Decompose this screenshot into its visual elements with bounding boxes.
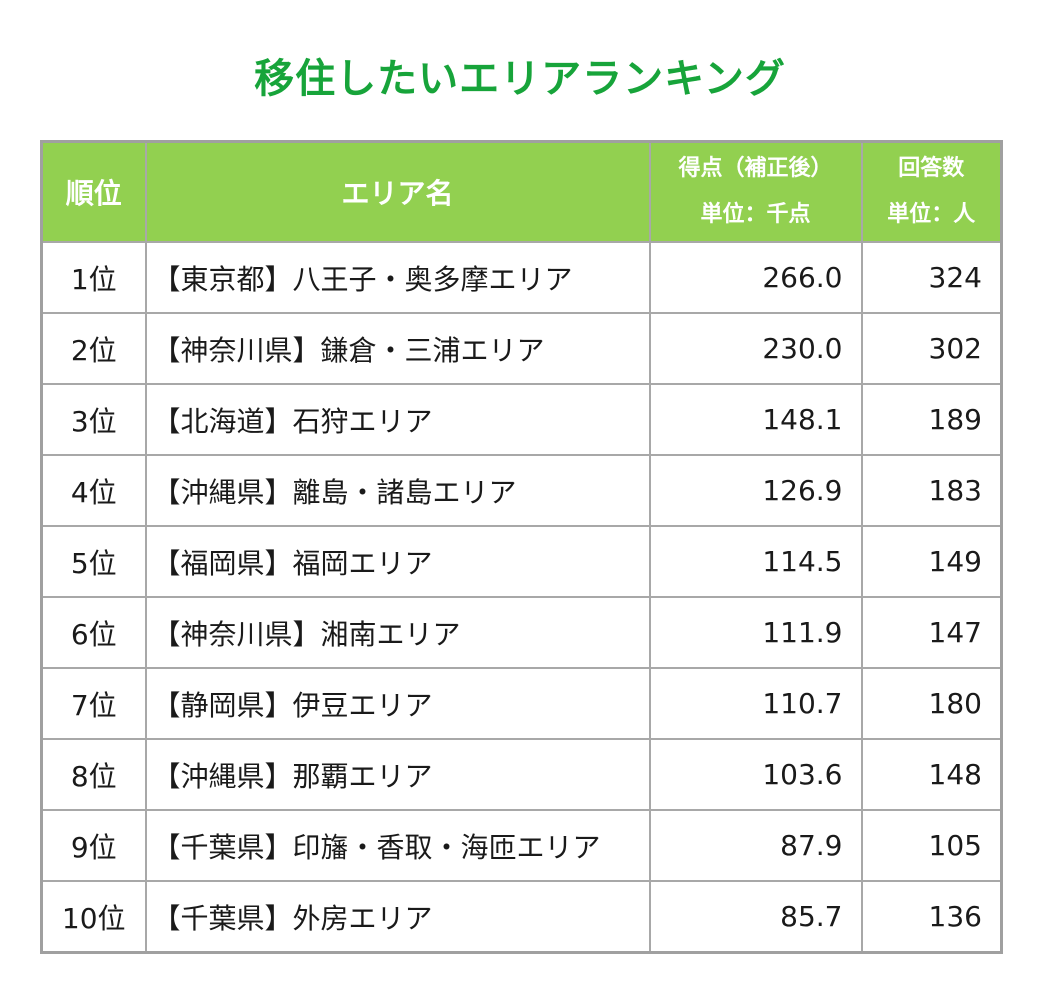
rank-cell: 6位 [40, 596, 147, 669]
area-cell: 【神奈川県】湘南エリア [144, 596, 651, 669]
score-cell: 103.6 [648, 738, 863, 811]
table-row: 8位 【沖縄県】那覇エリア 103.6 148 [40, 738, 1003, 811]
score-cell: 266.0 [648, 241, 863, 314]
rank-cell: 2位 [40, 312, 147, 385]
answers-cell: 180 [860, 667, 1003, 740]
score-cell: 148.1 [648, 383, 863, 456]
rank-cell: 3位 [40, 383, 147, 456]
answers-cell: 105 [860, 809, 1003, 882]
header-rank: 順位 [40, 140, 147, 243]
score-cell: 230.0 [648, 312, 863, 385]
answers-cell: 148 [860, 738, 1003, 811]
rank-cell: 1位 [40, 241, 147, 314]
score-cell: 114.5 [648, 525, 863, 598]
ranking-table: 順位 エリア名 得点（補正後） 単位：千点 回答数 単位：人 1位 【東京都】八… [40, 140, 1003, 954]
answers-cell: 147 [860, 596, 1003, 669]
table-row: 1位 【東京都】八王子・奥多摩エリア 266.0 324 [40, 241, 1003, 314]
answers-cell: 149 [860, 525, 1003, 598]
table-row: 7位 【静岡県】伊豆エリア 110.7 180 [40, 667, 1003, 740]
area-cell: 【神奈川県】鎌倉・三浦エリア [144, 312, 651, 385]
header-answers-label: 回答数 [898, 156, 965, 181]
header-area: エリア名 [144, 140, 651, 243]
area-cell: 【北海道】石狩エリア [144, 383, 651, 456]
area-cell: 【沖縄県】那覇エリア [144, 738, 651, 811]
rank-cell: 10位 [40, 880, 147, 954]
area-cell: 【静岡県】伊豆エリア [144, 667, 651, 740]
header-row: 順位 エリア名 得点（補正後） 単位：千点 回答数 単位：人 [40, 140, 1003, 243]
area-cell: 【千葉県】印旛・香取・海匝エリア [144, 809, 651, 882]
score-cell: 85.7 [648, 880, 863, 954]
score-cell: 110.7 [648, 667, 863, 740]
area-cell: 【東京都】八王子・奥多摩エリア [144, 241, 651, 314]
score-cell: 87.9 [648, 809, 863, 882]
answers-cell: 302 [860, 312, 1003, 385]
table-row: 10位 【千葉県】外房エリア 85.7 136 [40, 880, 1003, 954]
table-row: 5位 【福岡県】福岡エリア 114.5 149 [40, 525, 1003, 598]
answers-cell: 324 [860, 241, 1003, 314]
rank-cell: 8位 [40, 738, 147, 811]
header-answers: 回答数 単位：人 [860, 140, 1003, 243]
answers-cell: 136 [860, 880, 1003, 954]
header-score-label: 得点（補正後） [678, 156, 833, 181]
area-cell: 【千葉県】外房エリア [144, 880, 651, 954]
answers-cell: 183 [860, 454, 1003, 527]
header-score: 得点（補正後） 単位：千点 [648, 140, 863, 243]
table-row: 4位 【沖縄県】離島・諸島エリア 126.9 183 [40, 454, 1003, 527]
rank-cell: 5位 [40, 525, 147, 598]
answers-cell: 189 [860, 383, 1003, 456]
rank-cell: 7位 [40, 667, 147, 740]
score-cell: 111.9 [648, 596, 863, 669]
table-row: 3位 【北海道】石狩エリア 148.1 189 [40, 383, 1003, 456]
rank-cell: 4位 [40, 454, 147, 527]
table-row: 6位 【神奈川県】湘南エリア 111.9 147 [40, 596, 1003, 669]
table-row: 9位 【千葉県】印旛・香取・海匝エリア 87.9 105 [40, 809, 1003, 882]
header-answers-unit: 単位：人 [887, 202, 976, 227]
table-row: 2位 【神奈川県】鎌倉・三浦エリア 230.0 302 [40, 312, 1003, 385]
area-cell: 【福岡県】福岡エリア [144, 525, 651, 598]
header-score-unit: 単位：千点 [700, 202, 811, 227]
rank-cell: 9位 [40, 809, 147, 882]
score-cell: 126.9 [648, 454, 863, 527]
page-title: 移住したいエリアランキング [254, 56, 786, 102]
area-cell: 【沖縄県】離島・諸島エリア [144, 454, 651, 527]
